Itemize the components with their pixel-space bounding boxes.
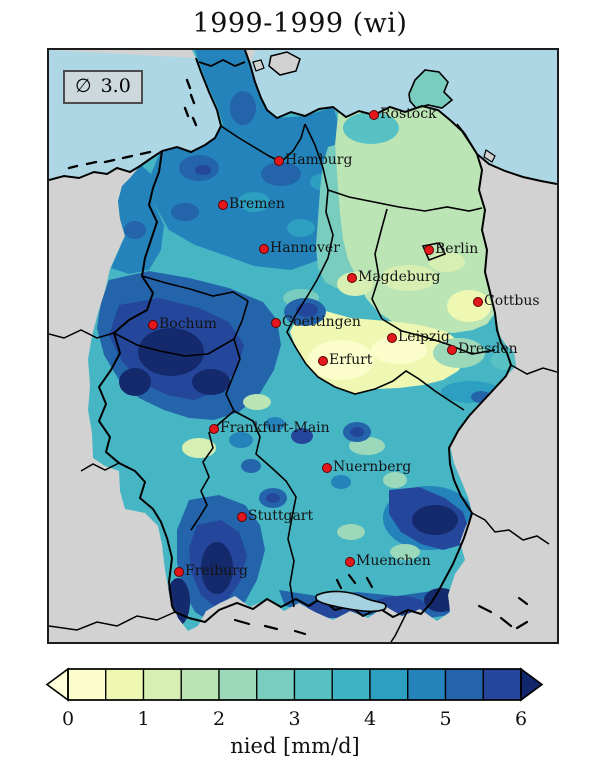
colorbar-over-arrow xyxy=(520,667,544,702)
colorbar-segment xyxy=(256,668,296,701)
colorbar-under-arrow xyxy=(45,667,69,702)
colorbar-segment xyxy=(444,668,484,701)
colorbar-tick-0: 0 xyxy=(61,708,75,730)
figure-title: 1999-1999 (wi) xyxy=(192,8,408,39)
alpine-lakes xyxy=(233,573,529,636)
coastline-baltic xyxy=(244,50,557,185)
colorbar-label: nied [mm/d] xyxy=(230,734,360,758)
germany-border xyxy=(97,150,513,624)
island-east xyxy=(483,149,496,163)
ruegen-island xyxy=(408,69,454,109)
colorbar-segment xyxy=(105,668,145,701)
baltic-sea xyxy=(250,50,557,183)
colorbar-tick-6: 6 xyxy=(514,708,528,730)
neighbor-borders xyxy=(49,329,557,642)
colorbar-svg xyxy=(45,667,544,702)
colorbar-tick-5: 5 xyxy=(439,708,452,730)
denmark-border xyxy=(198,58,246,67)
colorbar-outline xyxy=(67,668,522,701)
colorbar-tick-3: 3 xyxy=(288,708,301,730)
danish-island xyxy=(268,51,301,76)
colorbar-segment xyxy=(180,668,220,701)
colorbar-segment xyxy=(331,668,371,701)
state-borders xyxy=(113,123,496,608)
map-panel: ∅ 3.0 Rostock Hamburg Bremen Hannover Berlin M… xyxy=(47,48,559,644)
frisian-islands xyxy=(67,78,198,170)
colorbar-segment xyxy=(293,668,333,701)
colorbar-segment xyxy=(407,668,447,701)
colorbar-segment xyxy=(482,668,522,701)
germany-map-svg xyxy=(49,50,557,642)
colorbar-segment xyxy=(218,668,258,701)
colorbar-tick-2: 2 xyxy=(212,708,226,730)
danish-islet xyxy=(252,59,265,72)
colorbar-segment xyxy=(142,668,182,701)
colorbar-segment xyxy=(369,668,409,701)
colorbar-segment xyxy=(67,668,107,701)
usedom-outline xyxy=(456,123,477,153)
colorbar-ticks: 0 1 2 3 4 5 6 xyxy=(45,708,545,732)
lake-constance xyxy=(315,590,387,613)
colorbar: 0 1 2 3 4 5 6 nied [mm/d] xyxy=(45,667,545,758)
colorbar-tick-4: 4 xyxy=(363,708,377,730)
colorbar-tick-1: 1 xyxy=(137,708,150,730)
